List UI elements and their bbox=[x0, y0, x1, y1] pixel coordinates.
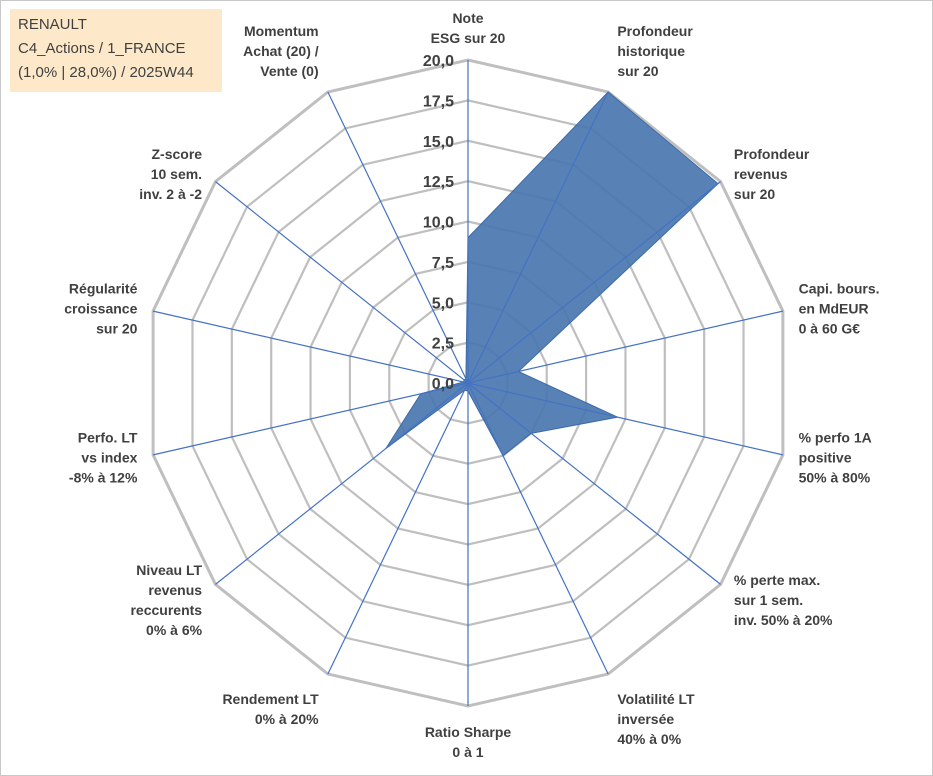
axis-spoke bbox=[467, 382, 609, 675]
category-label: Régularité croissance sur 20 bbox=[64, 280, 137, 336]
r-tick-label: 20,0 bbox=[423, 53, 454, 70]
axis-spoke bbox=[467, 382, 721, 585]
axis-spoke bbox=[327, 382, 469, 675]
axis-spoke bbox=[152, 310, 469, 384]
axis-spoke bbox=[215, 382, 469, 585]
r-tick-label: 0,0 bbox=[432, 376, 454, 393]
r-tick-label: 12,5 bbox=[423, 174, 454, 191]
axis-spoke bbox=[467, 382, 784, 456]
category-label: Z-score 10 sem. inv. 2 à -2 bbox=[139, 146, 202, 202]
info-box: RENAULT C4_Actions / 1_FRANCE (1,0% | 28… bbox=[10, 9, 222, 92]
info-company: RENAULT bbox=[18, 16, 87, 33]
r-tick-label: 15,0 bbox=[423, 134, 454, 151]
category-label: % perfo 1A positive 50% à 80% bbox=[799, 430, 872, 486]
axis-spoke bbox=[215, 181, 469, 384]
category-label: Ratio Sharpe 0 à 1 bbox=[425, 724, 512, 760]
r-tick-label: 17,5 bbox=[423, 93, 454, 110]
category-label: Momentum Achat (20) / Vente (0) bbox=[243, 23, 319, 79]
category-label: % perte max. sur 1 sem. inv. 50% à 20% bbox=[734, 572, 833, 628]
category-label: Capi. bours. en MdEUR 0 à 60 G€ bbox=[799, 280, 880, 336]
axis-spoke bbox=[467, 310, 784, 384]
axis-spoke bbox=[152, 382, 469, 456]
category-label: Rendement LT 0% à 20% bbox=[222, 691, 319, 727]
category-label: Perfo. LT vs index -8% à 12% bbox=[69, 430, 138, 486]
axis-spoke bbox=[467, 181, 721, 384]
r-tick-label: 2,5 bbox=[432, 336, 454, 353]
r-tick-label: 7,5 bbox=[432, 255, 454, 272]
category-label: Note ESG sur 20 bbox=[431, 10, 506, 46]
category-label: Profondeur historique sur 20 bbox=[617, 23, 693, 79]
axis-spoke bbox=[467, 91, 609, 384]
axis-spoke bbox=[327, 91, 469, 384]
category-label: Volatilité LT inversée 40% à 0% bbox=[617, 691, 695, 747]
r-tick-label: 10,0 bbox=[423, 215, 454, 232]
category-label: Niveau LT revenus reccurents 0% à 6% bbox=[130, 562, 202, 638]
info-range-date: (1,0% | 28,0%) / 2025W44 bbox=[18, 64, 194, 81]
r-tick-label: 5,0 bbox=[432, 295, 454, 312]
info-category: C4_Actions / 1_FRANCE bbox=[18, 40, 186, 57]
category-label: Profondeur revenus sur 20 bbox=[734, 146, 810, 202]
